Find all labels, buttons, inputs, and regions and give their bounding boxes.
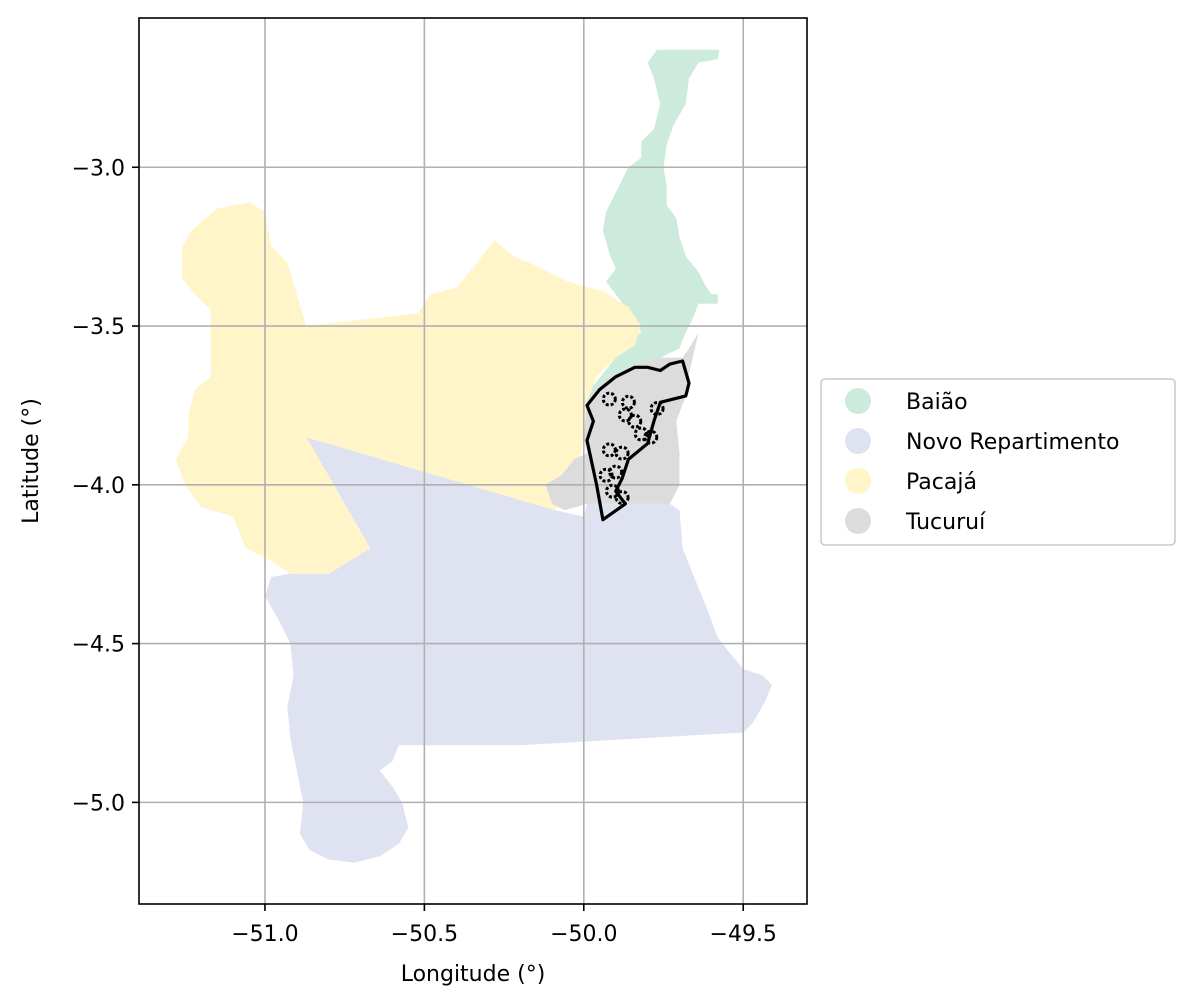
y-tick-label: −3.0 xyxy=(72,156,125,181)
legend-label-baiao: Baião xyxy=(906,390,968,415)
legend-swatch-novo-repartimento xyxy=(845,428,871,454)
legend: Baião Novo Repartimento Pacajá Tucuruí xyxy=(820,378,1176,546)
x-axis-label: Longitude (°) xyxy=(401,962,546,987)
outline-inner-patch xyxy=(627,413,643,429)
outline-inner-patch xyxy=(620,394,636,410)
legend-swatch-baiao xyxy=(845,388,871,414)
region-pacaja xyxy=(175,202,642,574)
outline-inner-patch xyxy=(601,442,617,458)
outline-inner-patch xyxy=(614,445,630,461)
legend-items: Baião Novo Repartimento Pacajá Tucuruí xyxy=(845,388,1119,535)
grid-layer xyxy=(139,18,807,904)
tick-layer: −51.0 −50.5 −50.0 −49.5 −3.0 −3.5 −4.0 −4.5 −5.0 xyxy=(72,156,777,947)
outline-inner-patch xyxy=(649,401,665,417)
outline-boundary xyxy=(585,359,691,522)
outline-inner-patch xyxy=(617,407,633,423)
y-tick-label: −4.5 xyxy=(72,633,125,658)
plot-frame xyxy=(138,17,808,905)
x-tick-label: −50.0 xyxy=(550,922,617,947)
y-tick-label: −4.0 xyxy=(72,474,125,499)
region-baiao xyxy=(587,49,720,403)
legend-swatch-tucurui xyxy=(845,508,871,534)
study-area-outline xyxy=(585,359,691,522)
legend-label-novo-repartimento: Novo Repartimento xyxy=(906,430,1119,455)
legend-swatch-pacaja xyxy=(845,468,871,494)
outline-inner-patch xyxy=(605,483,620,499)
legend-label-pacaja: Pacajá xyxy=(906,470,977,495)
region-novo-repartimento xyxy=(264,437,772,863)
legend-label-tucurui: Tucuruí xyxy=(905,510,986,535)
x-tick-label: −51.0 xyxy=(231,922,298,947)
y-tick-label: −5.0 xyxy=(72,791,125,816)
y-tick-label: −3.5 xyxy=(72,315,125,340)
outline-inner-patch xyxy=(598,467,614,483)
x-tick-label: −49.5 xyxy=(710,922,777,947)
legend-box xyxy=(820,378,1176,546)
y-axis-label: Latitude (°) xyxy=(19,398,44,524)
outline-inner-patch xyxy=(601,391,617,407)
x-tick-label: −50.5 xyxy=(391,922,458,947)
outline-inner-patch xyxy=(608,464,624,480)
outline-inner-patch xyxy=(614,490,630,505)
outline-inner-patch xyxy=(643,429,659,445)
